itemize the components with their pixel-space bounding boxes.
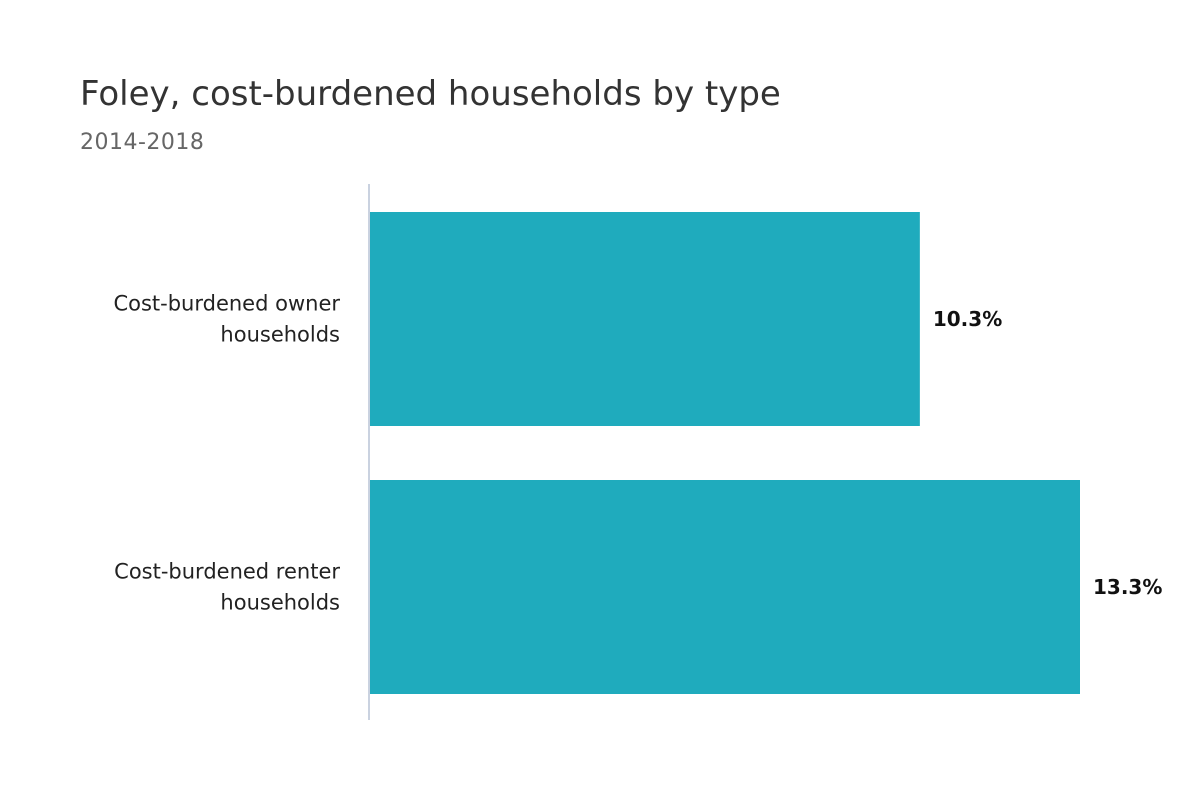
category-label-2-line-1: Cost-burdened renter [114, 560, 340, 584]
category-label-1-line-1: Cost-burdened owner [113, 292, 340, 316]
chart-title: Foley, cost-burdened households by type [80, 74, 781, 114]
category-label-2: Cost-burdened renter households [114, 560, 340, 615]
value-label-2: 13.3% [1093, 575, 1162, 599]
bar-2 [370, 480, 1080, 694]
value-label-1: 10.3% [933, 307, 1002, 331]
chart-subtitle: 2014-2018 [80, 130, 205, 155]
category-label-1-line-2: households [220, 323, 340, 347]
category-label-2-line-2: households [220, 591, 340, 615]
bar-1 [370, 212, 920, 426]
category-label-1: Cost-burdened owner households [113, 292, 340, 347]
